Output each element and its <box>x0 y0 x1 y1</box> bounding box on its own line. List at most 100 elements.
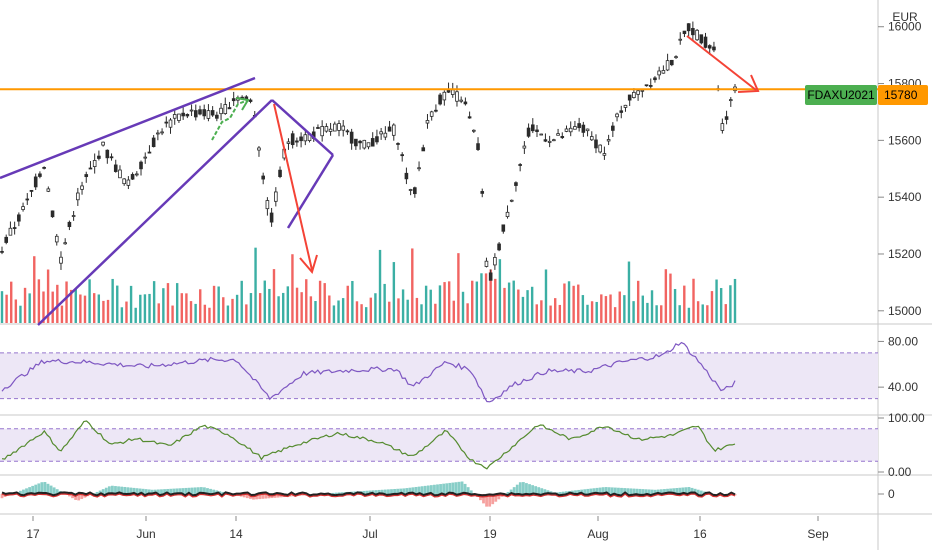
candle-body <box>202 109 207 117</box>
macd-bar <box>199 487 203 494</box>
macd-bar <box>699 490 703 494</box>
macd-bar <box>574 490 577 494</box>
symbol-price-label[interactable]: FDAXU2021 15780 <box>805 85 928 105</box>
candle-body <box>38 173 42 177</box>
candle-body <box>210 110 215 116</box>
macd-bar <box>144 489 148 494</box>
candle-body <box>699 34 704 44</box>
down-arrow-head[interactable] <box>299 254 318 275</box>
macd-bar <box>644 489 648 494</box>
macd-bar <box>37 483 41 494</box>
volume-bar <box>295 287 299 323</box>
right-arrow-shaft[interactable] <box>686 35 757 91</box>
candle-body <box>25 198 30 201</box>
macd-bar <box>521 482 525 494</box>
volume-bar <box>438 285 442 323</box>
macd-bar <box>469 490 473 494</box>
triangle-base-line[interactable] <box>286 154 335 229</box>
candle-body <box>623 104 628 108</box>
candle-body <box>429 111 434 117</box>
candle-body <box>126 179 131 186</box>
drawings[interactable] <box>0 35 760 326</box>
green-arrow-head[interactable] <box>235 97 250 111</box>
volume-bar <box>540 300 543 323</box>
candle-body <box>269 212 274 223</box>
volume-bar <box>369 297 373 323</box>
macd-bar <box>135 488 139 494</box>
macd-bar <box>650 489 654 494</box>
macd-bar <box>175 488 179 494</box>
volume-bar <box>457 253 460 323</box>
candle-body <box>573 126 577 130</box>
macd-bar <box>531 485 534 494</box>
candle-body <box>21 206 25 210</box>
candle-body <box>4 236 9 243</box>
macd-bar <box>439 484 442 494</box>
wedge-upper-line[interactable] <box>0 76 256 180</box>
macd-bar <box>445 483 449 494</box>
volume-bar <box>10 281 13 323</box>
candle-body <box>728 99 733 102</box>
macd-bar <box>301 494 304 496</box>
volume-bar <box>452 300 455 323</box>
macd-bar <box>733 494 737 496</box>
candle-body <box>198 109 202 115</box>
candle-body <box>442 91 447 101</box>
volume-bar <box>627 261 631 323</box>
last-price-text: 15780 <box>884 88 918 102</box>
candle-body <box>12 227 17 229</box>
volume-bar <box>305 279 308 323</box>
candle-body <box>543 139 548 142</box>
candle-body <box>602 153 607 156</box>
macd-bar <box>518 482 522 494</box>
macd-bar <box>255 494 258 500</box>
volume-bar <box>489 269 492 323</box>
macd-bar <box>242 494 246 498</box>
triangle-side-line[interactable] <box>271 99 334 156</box>
macd-bar <box>626 488 630 494</box>
candle-body <box>42 166 46 169</box>
macd-bar <box>374 490 378 494</box>
candle-body <box>362 139 367 149</box>
candle-body <box>295 140 299 143</box>
candle-body <box>648 85 653 87</box>
candle-body <box>147 151 152 154</box>
volume-bar <box>180 293 183 323</box>
volume-bar <box>443 282 446 323</box>
macd-bar <box>405 488 409 494</box>
volume-bar <box>282 292 285 323</box>
macd-bar <box>684 487 688 494</box>
volume-bar <box>415 297 419 323</box>
macd-bar <box>77 494 81 501</box>
right-arrow-head[interactable] <box>737 74 760 93</box>
volume-bar <box>231 298 234 323</box>
candle-body <box>278 169 282 177</box>
volume-bar <box>563 283 566 323</box>
macd-bar <box>71 494 74 499</box>
indicator-line <box>1 341 736 403</box>
volume-bar <box>245 304 248 323</box>
macd-bar <box>377 489 381 494</box>
volume-bar <box>554 298 557 323</box>
wedge-lower-line[interactable] <box>37 99 273 326</box>
candlesticks[interactable] <box>0 21 737 281</box>
green-arrow-shaft[interactable] <box>211 99 249 141</box>
time-axis[interactable]: 17 Jun 14 Jul 19 Aug 16 Sep <box>26 516 829 541</box>
volume-bar <box>613 307 617 323</box>
macd-bar <box>690 487 694 494</box>
symbol-badge[interactable] <box>805 85 877 105</box>
macd-bar <box>187 487 191 494</box>
macd-bar <box>387 489 390 494</box>
last-price-badge[interactable] <box>878 85 928 105</box>
candle-body <box>387 126 392 132</box>
volume-bar <box>42 291 45 323</box>
candle-body <box>522 145 527 149</box>
volume-bar <box>120 307 124 323</box>
macd-bar <box>540 488 544 494</box>
time-tick-label: Sep <box>807 527 829 541</box>
macd-bar <box>638 488 642 494</box>
candle-body <box>564 128 569 132</box>
down-arrow-shaft[interactable] <box>273 103 313 271</box>
